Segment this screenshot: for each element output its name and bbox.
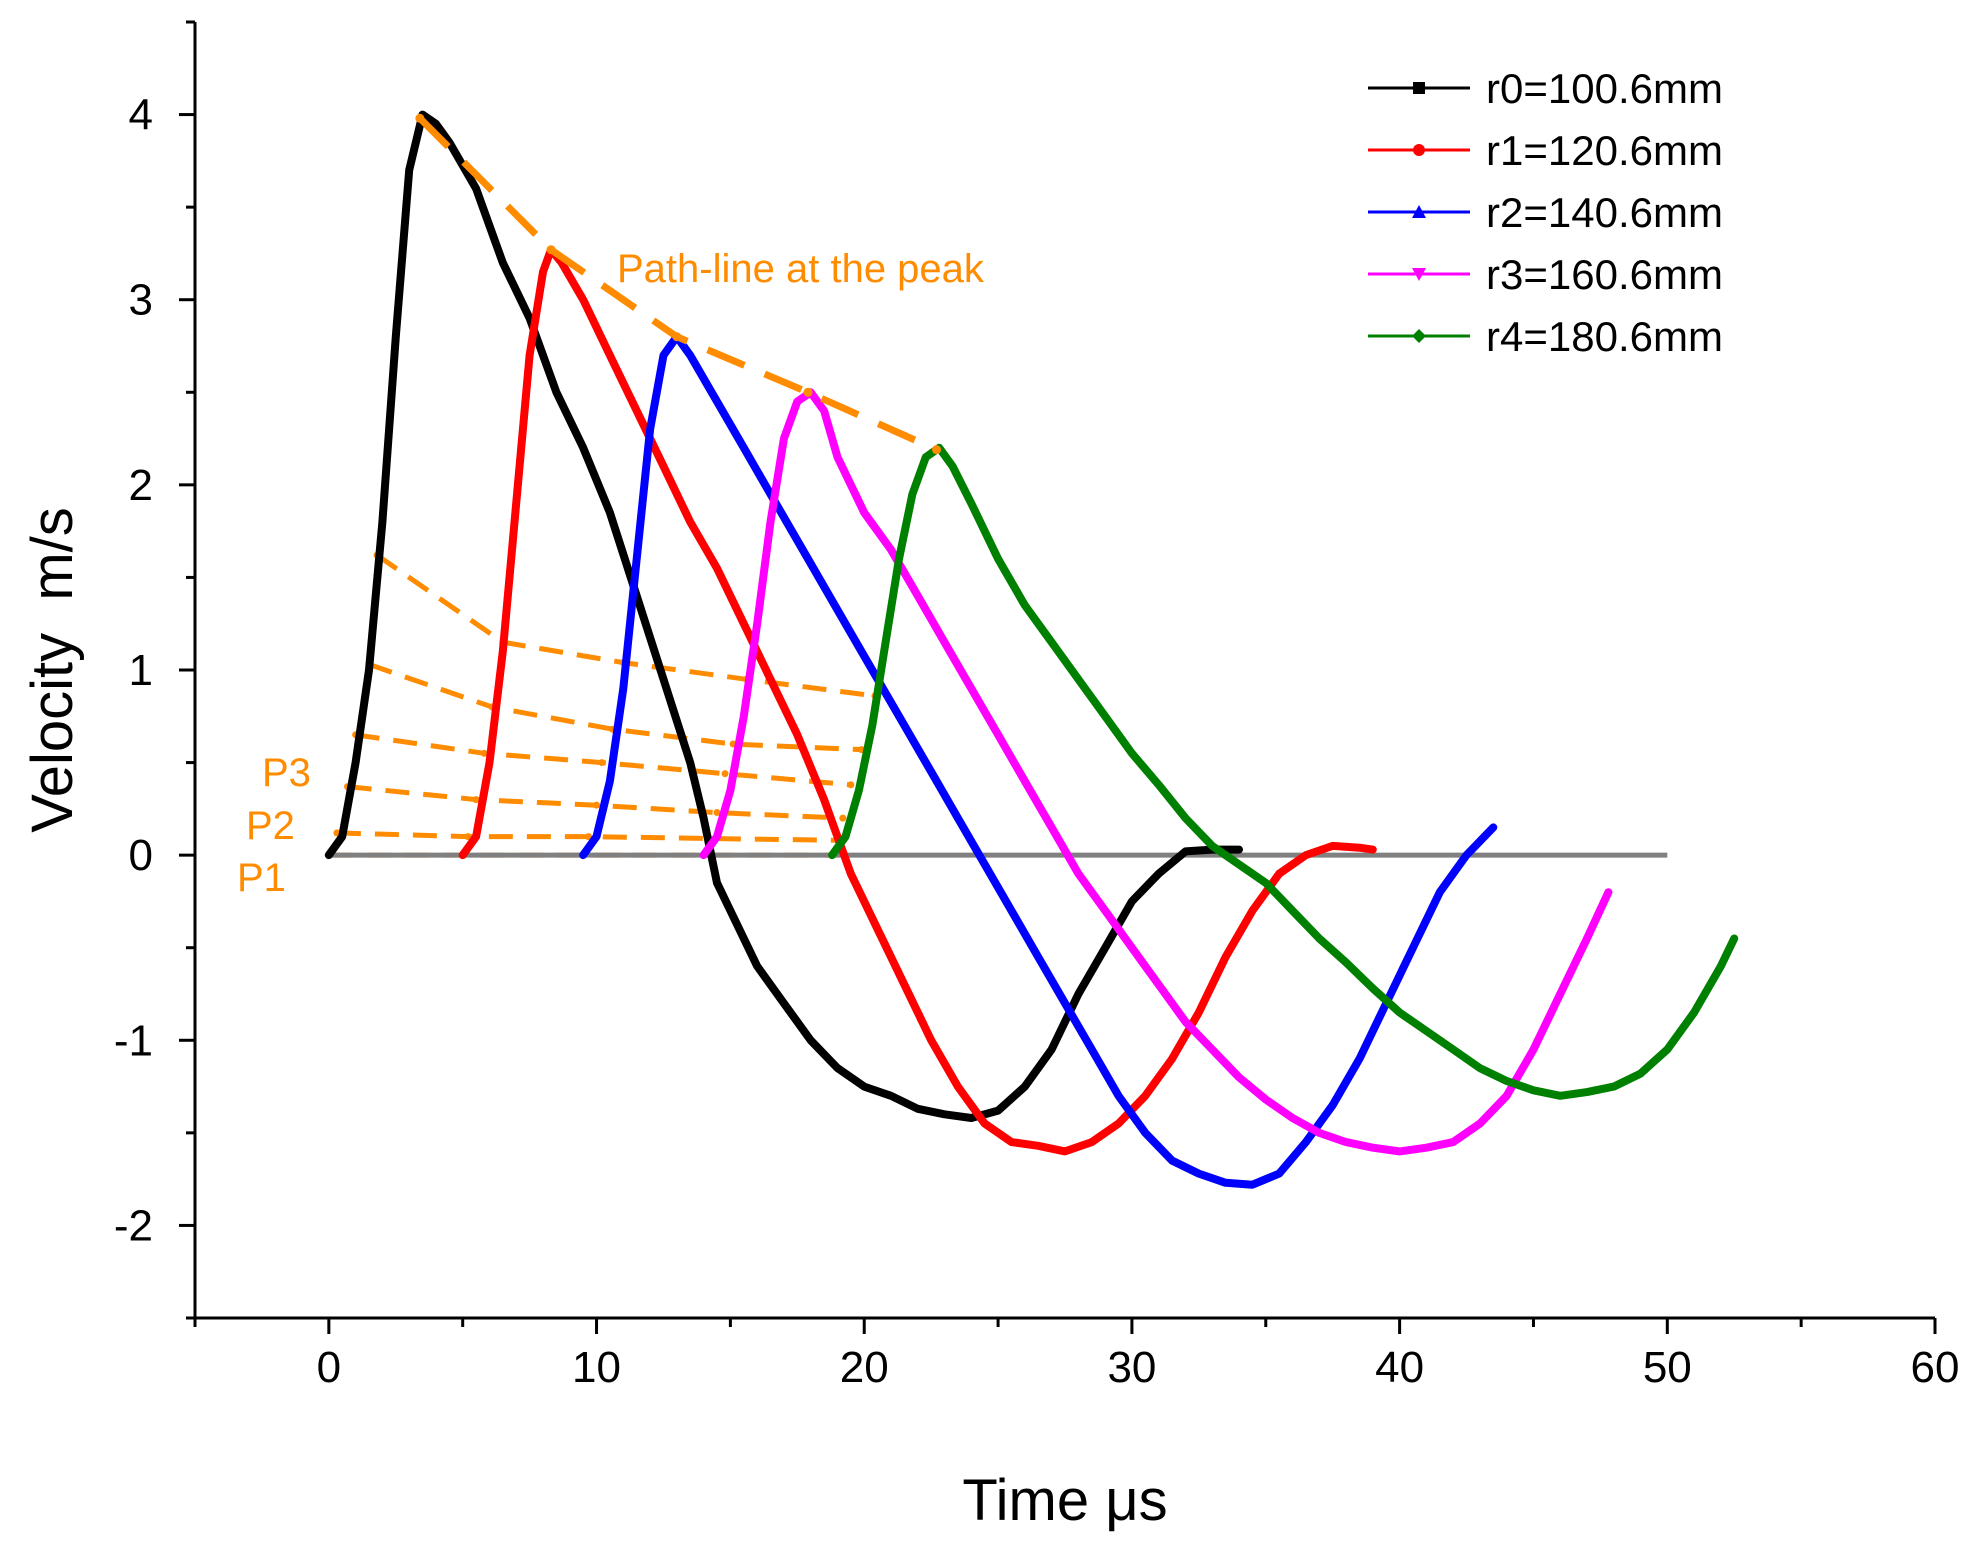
iso-label-p3: P3 [262, 751, 311, 795]
iso-point [480, 749, 488, 757]
iso-point [598, 759, 606, 767]
x-tick-label: 30 [1107, 1343, 1156, 1392]
x-tick-label: 40 [1375, 1343, 1424, 1392]
axes: 0 10 20 30 40 50 60 -2 -1 0 1 2 3 4 Time μs Velocity m/… [20, 20, 1960, 1533]
iso-point [847, 781, 855, 789]
x-axis-title: Time μs [962, 1468, 1167, 1533]
y-tick-label: 2 [129, 461, 153, 510]
peak-path [415, 113, 942, 455]
series-line-r2 [579, 332, 1498, 1189]
y-tick-label: -1 [114, 1016, 153, 1065]
iso-label-p2: P2 [246, 804, 295, 848]
iso-point [472, 796, 480, 804]
legend-label-r0: r0=100.6mm [1486, 65, 1723, 112]
legend-marker-square [1413, 82, 1425, 94]
iso-point [839, 814, 847, 822]
x-tick-label: 0 [317, 1343, 341, 1392]
series-line-r4 [828, 443, 1739, 1100]
peak-point [415, 113, 425, 123]
iso-point [464, 833, 472, 841]
legend-marker-inverted-triangle [1412, 268, 1426, 281]
iso-point [713, 809, 721, 817]
peak-path-label: Path-line at the peak [617, 247, 985, 291]
y-tick-label: 0 [129, 831, 153, 880]
peak-point [803, 387, 813, 397]
series-line-r0 [324, 110, 1243, 1122]
x-tick-label: 50 [1643, 1343, 1692, 1392]
legend-label-r2: r2=140.6mm [1486, 189, 1723, 236]
peak-point [546, 245, 556, 255]
chart-text: Path-line at the peak P1 P2 P3 [237, 247, 985, 900]
iso-point [593, 801, 601, 809]
x-tick-label: 20 [840, 1343, 889, 1392]
legend-marker-triangle [1412, 205, 1426, 218]
peak-point [672, 332, 682, 342]
iso-point [721, 770, 729, 778]
legend: r0=100.6mm r1=120.6mm r2=140.6mm r3=160.6mm… [1368, 65, 1723, 360]
iso-line [368, 662, 862, 753]
series-lines [324, 110, 1739, 1189]
y-tick-label: 1 [129, 646, 153, 695]
x-tick-label: 10 [572, 1343, 621, 1392]
series-line-r3 [699, 388, 1613, 1156]
y-tick-label: 4 [129, 91, 153, 140]
legend-label-r1: r1=120.6mm [1486, 127, 1723, 174]
iso-label-p1: P1 [237, 856, 286, 900]
legend-marker-circle [1413, 144, 1425, 156]
series-line-r1 [458, 245, 1377, 1156]
x-tick-label: 60 [1911, 1343, 1960, 1392]
legend-label-r4: r4=180.6mm [1486, 313, 1723, 360]
peak-point [932, 445, 942, 455]
legend-marker-diamond [1412, 329, 1426, 343]
y-axis-title: Velocity m/s [20, 507, 85, 833]
legend-label-r3: r3=160.6mm [1486, 251, 1723, 298]
iso-point [585, 833, 593, 841]
y-tick-label: 3 [129, 276, 153, 325]
y-tick-label: -2 [114, 1201, 153, 1250]
